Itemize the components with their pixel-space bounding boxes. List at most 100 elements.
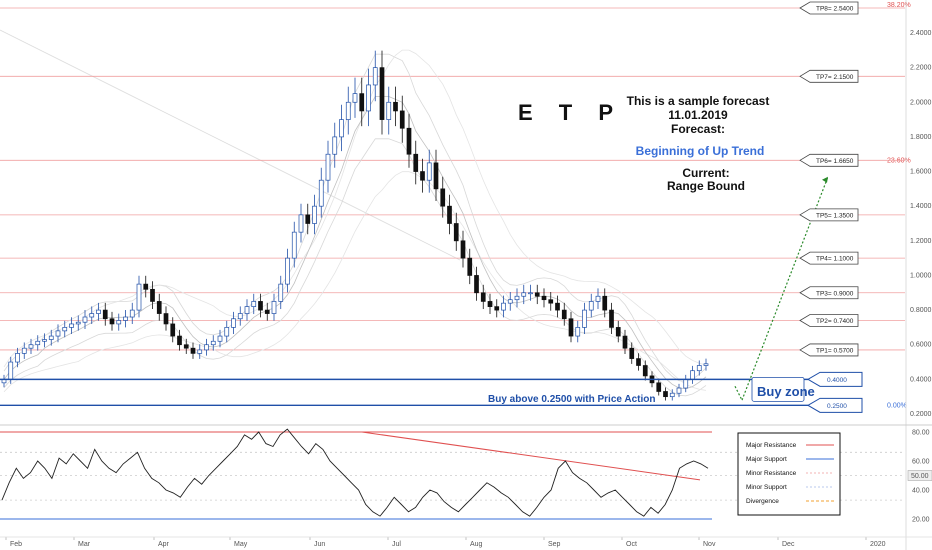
candle-body: [487, 301, 493, 307]
price-tick-label: 1.8000: [910, 134, 932, 141]
month-label: Sep: [548, 541, 561, 548]
candle-body: [136, 283, 142, 311]
candle-body: [501, 302, 506, 311]
candle-body: [548, 299, 554, 304]
target-tag: [799, 343, 859, 357]
candle-body: [379, 67, 385, 120]
candle-body: [190, 347, 196, 354]
candle-body: [231, 318, 236, 328]
target-tag-label: TP7= 2.1500: [816, 74, 854, 81]
buy-zone-note: Buy above 0.2500 with Price Action: [488, 394, 655, 405]
candle-body: [460, 240, 466, 259]
candle-body: [669, 392, 675, 398]
candle-body: [48, 335, 54, 340]
candle-body: [177, 335, 182, 346]
legend-label: Divergence: [746, 498, 779, 505]
candle-body: [143, 283, 149, 290]
band-line: [3, 171, 707, 393]
target-tag: [799, 69, 859, 83]
candle-body: [629, 347, 635, 359]
target-tag: [799, 1, 859, 15]
band-line: [3, 138, 707, 397]
month-label: Aug: [470, 541, 483, 548]
target-tag-label: TP8= 2.5400: [816, 6, 854, 13]
rsi-line: [1, 428, 709, 517]
fib-level-label: 0.00%: [887, 402, 907, 409]
candle-body: [595, 295, 601, 302]
candle-body: [217, 335, 223, 342]
candle-body: [588, 301, 594, 311]
price-tick-label: 0.6000: [910, 342, 932, 349]
candle-body: [521, 292, 527, 297]
zone-tag: [807, 371, 863, 387]
price-tick-label: 1.2000: [910, 238, 932, 245]
candle-body: [622, 335, 628, 349]
current-value: Range Bound: [667, 179, 745, 193]
candle-body: [541, 295, 547, 301]
candle-body: [447, 205, 452, 224]
legend: Major Resistance Major Support Minor Resis…: [737, 432, 841, 516]
month-label: Nov: [703, 541, 716, 548]
candle-body: [271, 301, 277, 314]
target-tag-label: TP3= 0.9000: [816, 290, 854, 297]
legend-label: Minor Resistance: [746, 470, 797, 477]
candle-body: [426, 162, 432, 181]
rsi-current-label: 50.00: [911, 473, 929, 480]
target-tags: TP8= 2.5400 TP7= 2.1500 TP6= 1.6650 TP5= 1.…: [799, 1, 859, 357]
candle-body: [109, 318, 115, 325]
candle-body: [62, 327, 68, 332]
month-label: Jul: [392, 541, 401, 548]
month-label: Apr: [158, 541, 170, 548]
candle-body: [75, 321, 81, 325]
candle-body: [474, 275, 479, 294]
candle-body: [8, 361, 14, 380]
candle-body: [582, 309, 587, 328]
candle-body: [339, 119, 344, 138]
candle-body: [55, 330, 61, 337]
candle-body: [197, 349, 203, 354]
target-tag: [799, 314, 859, 327]
legend-label: Major Resistance: [746, 442, 797, 449]
price-tick-label: 2.2000: [910, 65, 932, 72]
candle-body: [534, 292, 540, 297]
candle-body: [204, 344, 209, 351]
candle-body: [683, 379, 689, 389]
candle-body: [129, 309, 135, 318]
candle-body: [312, 205, 317, 224]
zone-tag: [807, 397, 863, 413]
price-tick-label: 2.4000: [910, 30, 932, 37]
price-tick-label: 0.4000: [910, 376, 932, 383]
target-tag-label: TP1= 0.5700: [816, 347, 854, 354]
candle-body: [663, 391, 668, 398]
candle-body: [352, 93, 358, 103]
candle-body: [676, 387, 682, 394]
candle-body: [440, 188, 446, 207]
candle-body: [28, 344, 34, 349]
fib-level-label: 38.20%: [887, 2, 911, 9]
month-label: Mar: [78, 541, 91, 548]
time-axis: Feb Mar Apr May Jun Jul Aug Sep Oct Nov Dec 2020: [0, 536, 932, 548]
candle-body: [420, 171, 425, 181]
month-label: May: [234, 541, 248, 548]
price-tick-label: 0.2000: [910, 411, 932, 418]
candle-body: [528, 292, 533, 295]
candle-body: [210, 340, 216, 346]
candle-body: [102, 309, 108, 320]
target-tag-label: TP5= 1.3500: [816, 212, 854, 219]
candle-body: [163, 313, 169, 325]
candle-body: [399, 110, 405, 129]
candle-body: [156, 301, 162, 314]
rsi-tick-label: 60.00: [912, 459, 930, 466]
month-label: Dec: [782, 541, 795, 548]
candle-body: [514, 295, 520, 301]
forecast-label: Forecast:: [671, 122, 725, 136]
month-label: Oct: [626, 541, 637, 548]
candle-body: [690, 370, 695, 380]
zone-tag-label: 0.4000: [827, 377, 847, 384]
candle-body: [318, 179, 324, 207]
candle-body: [264, 309, 270, 314]
rsi-tick-label: 40.00: [912, 488, 930, 495]
candle-body: [507, 299, 513, 304]
candle-body: [696, 365, 702, 372]
candle-body: [224, 327, 230, 337]
